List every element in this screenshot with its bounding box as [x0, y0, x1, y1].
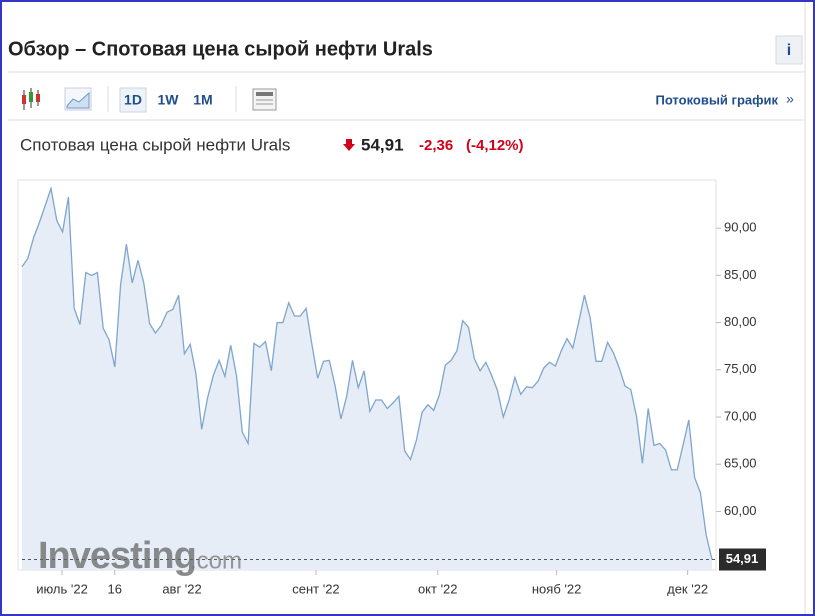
- info-icon[interactable]: i: [787, 42, 791, 59]
- period-selected[interactable]: [119, 87, 147, 113]
- quote-change: -2,36: [419, 137, 453, 154]
- period-button[interactable]: 1W: [158, 92, 180, 108]
- info-button[interactable]: [775, 35, 803, 65]
- watermark-brand: Investing: [38, 535, 196, 577]
- x-tick-label: авг '22: [162, 581, 201, 596]
- quote-name: Спотовая цена сырой нефти Urals: [20, 135, 290, 154]
- period-button[interactable]: 1D: [124, 92, 142, 108]
- x-tick-label: дек '22: [667, 581, 708, 596]
- x-tick-label: сент '22: [292, 581, 339, 596]
- y-tick-label: 75,00: [724, 361, 757, 376]
- x-tick-label: окт '22: [418, 581, 458, 596]
- y-tick-label: 65,00: [724, 456, 757, 471]
- x-tick-label: нояб '22: [532, 581, 581, 596]
- title: Обзор – Спотовая цена сырой нефти Urals: [8, 38, 433, 60]
- y-tick-label: 80,00: [724, 314, 757, 329]
- period-button[interactable]: 1M: [193, 92, 212, 108]
- plot: 60,00 65,00 70,00 75,00 80,00 85,00 90,00 июль …: [21, 185, 766, 596]
- table-icon[interactable]: [252, 88, 277, 111]
- area-fill: [22, 188, 712, 570]
- last-price-label: 54,91: [726, 551, 759, 566]
- y-tick-label: 70,00: [724, 408, 757, 423]
- y-tick-label: 60,00: [724, 503, 757, 518]
- stream-link[interactable]: Потоковый график: [655, 92, 778, 107]
- y-tick-label: 85,00: [724, 267, 757, 282]
- candle-icon[interactable]: [22, 88, 40, 110]
- watermark-domain: .com: [190, 547, 242, 574]
- area-icon[interactable]: [64, 87, 92, 111]
- quote-change-percent: (-4,12%): [466, 137, 524, 154]
- down-arrow: [343, 139, 355, 151]
- x-tick-label: июль '22: [36, 581, 88, 596]
- price-line: [21, 185, 713, 560]
- y-tick-label: 90,00: [724, 220, 757, 235]
- last-price-tag: [719, 548, 766, 571]
- x-tick-label: 16: [108, 581, 122, 596]
- quote-price: 54,91: [361, 135, 404, 154]
- stream-arrow[interactable]: »: [786, 91, 794, 107]
